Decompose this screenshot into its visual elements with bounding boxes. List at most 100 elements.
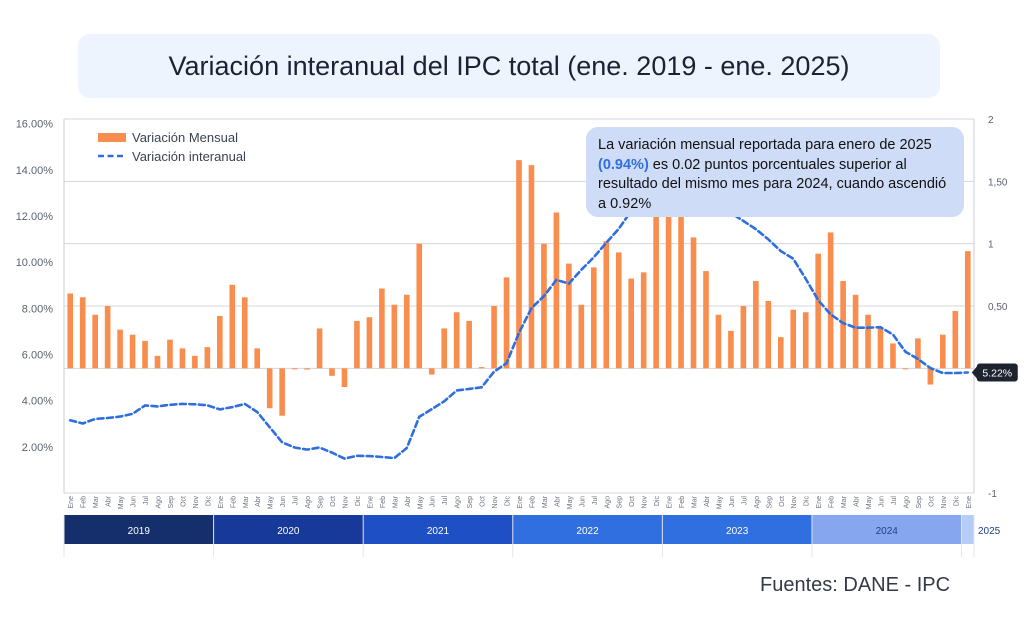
bar-monthly	[229, 284, 236, 369]
bar-monthly	[615, 252, 622, 369]
month-label: Ago	[604, 496, 611, 509]
month-label: Jun	[879, 496, 886, 507]
month-label: Mar	[542, 495, 549, 508]
bar-monthly	[167, 339, 173, 369]
month-label: Mar	[392, 495, 399, 508]
bar-monthly	[541, 243, 547, 369]
month-label: Sep	[766, 496, 773, 509]
year-label: 2023	[726, 526, 749, 537]
bar-monthly	[204, 347, 211, 369]
month-label: Nov	[193, 496, 200, 509]
sources-note: Fuentes: DANE - IPC	[760, 574, 951, 596]
bar-monthly	[316, 328, 323, 369]
bar-monthly	[665, 146, 672, 369]
left-tick-label: 10.00%	[16, 257, 54, 269]
left-tick-label: 6.00%	[22, 349, 53, 361]
month-label: Abr	[704, 495, 711, 507]
year-band	[363, 515, 513, 544]
bar-monthly	[516, 160, 522, 369]
bar-monthly	[241, 297, 248, 369]
bar-monthly	[441, 328, 448, 369]
year-label: 2024	[876, 526, 899, 537]
bar-monthly	[640, 272, 647, 369]
bar-monthly	[952, 310, 959, 369]
year-band	[811, 515, 962, 544]
end-label-pointer	[971, 365, 978, 380]
month-label: Feb	[529, 496, 536, 508]
bar-monthly	[566, 263, 572, 369]
year-label: 2022	[576, 526, 599, 537]
bar-monthly	[104, 306, 111, 369]
legend-label-monthly: Variación Mensual	[132, 130, 238, 145]
year-band	[64, 515, 214, 544]
bar-monthly	[279, 368, 285, 416]
year-band	[512, 515, 663, 544]
month-label: Oct	[330, 496, 337, 507]
bar-monthly	[528, 165, 535, 369]
month-label: Jun	[280, 496, 287, 507]
month-label: Feb	[81, 496, 88, 508]
month-label: Sep	[916, 496, 923, 509]
month-label: May	[567, 496, 574, 510]
month-label: May	[268, 496, 275, 510]
bar-monthly	[964, 251, 971, 369]
month-label: Oct	[928, 496, 935, 507]
month-label: Feb	[380, 496, 387, 508]
bar-monthly	[790, 309, 797, 369]
bar-monthly	[890, 343, 896, 369]
bar-monthly	[67, 293, 74, 369]
bar-monthly	[154, 355, 161, 369]
right-tick-label: 2	[988, 115, 994, 126]
month-label: Jun	[579, 496, 586, 507]
bar-monthly	[142, 340, 148, 369]
right-tick-label: 1,50	[988, 177, 1008, 188]
bar-monthly	[217, 315, 223, 369]
month-label: Dic	[205, 496, 212, 507]
month-label: Sep	[168, 496, 175, 509]
month-label: May	[118, 496, 125, 510]
month-label: Ene	[367, 496, 374, 509]
bar-monthly	[915, 338, 921, 369]
bar-monthly	[291, 368, 298, 370]
bar-monthly	[491, 306, 497, 369]
month-label: Dic	[355, 496, 362, 507]
bar-monthly	[877, 328, 884, 369]
month-label: Jul	[143, 496, 150, 505]
bar-monthly	[92, 314, 98, 369]
month-label: Ago	[305, 496, 312, 509]
month-label: Abr	[854, 495, 861, 507]
month-label: Oct	[180, 496, 187, 507]
month-label: Ago	[155, 496, 162, 509]
legend-swatch-monthly	[98, 133, 126, 142]
bar-monthly	[404, 294, 410, 369]
bar-monthly	[802, 312, 809, 369]
bar-monthly	[703, 271, 709, 369]
bar-monthly	[428, 368, 435, 375]
month-label: Feb	[829, 496, 836, 508]
year-label: 2025	[978, 526, 1001, 537]
end-label: 5.22%	[982, 367, 1012, 379]
month-label: Nov	[791, 496, 798, 509]
month-label: Jun	[729, 496, 736, 507]
month-label: Ene	[517, 496, 524, 509]
bar-monthly	[503, 277, 510, 369]
month-label: Dic	[505, 496, 512, 507]
bar-monthly	[578, 304, 585, 369]
month-label: Sep	[318, 496, 325, 509]
left-tick-label: 12.00%	[16, 211, 54, 223]
month-label: Nov	[342, 496, 349, 509]
right-tick-label: 0,50	[988, 302, 1008, 313]
bar-monthly	[354, 320, 360, 369]
month-label: Ene	[218, 496, 225, 509]
month-label: Mar	[841, 495, 848, 508]
legend-label-interannual: Variación interanual	[132, 149, 246, 164]
bar-monthly	[653, 211, 659, 369]
month-label: Sep	[617, 496, 624, 509]
bar-monthly	[466, 320, 472, 369]
bar-monthly	[765, 301, 772, 369]
callout-note: La variación mensual reportada para ener…	[586, 127, 964, 217]
month-label: Dic	[804, 496, 811, 507]
left-tick-label: 2.00%	[22, 442, 53, 454]
left-tick-label: 8.00%	[22, 303, 53, 315]
